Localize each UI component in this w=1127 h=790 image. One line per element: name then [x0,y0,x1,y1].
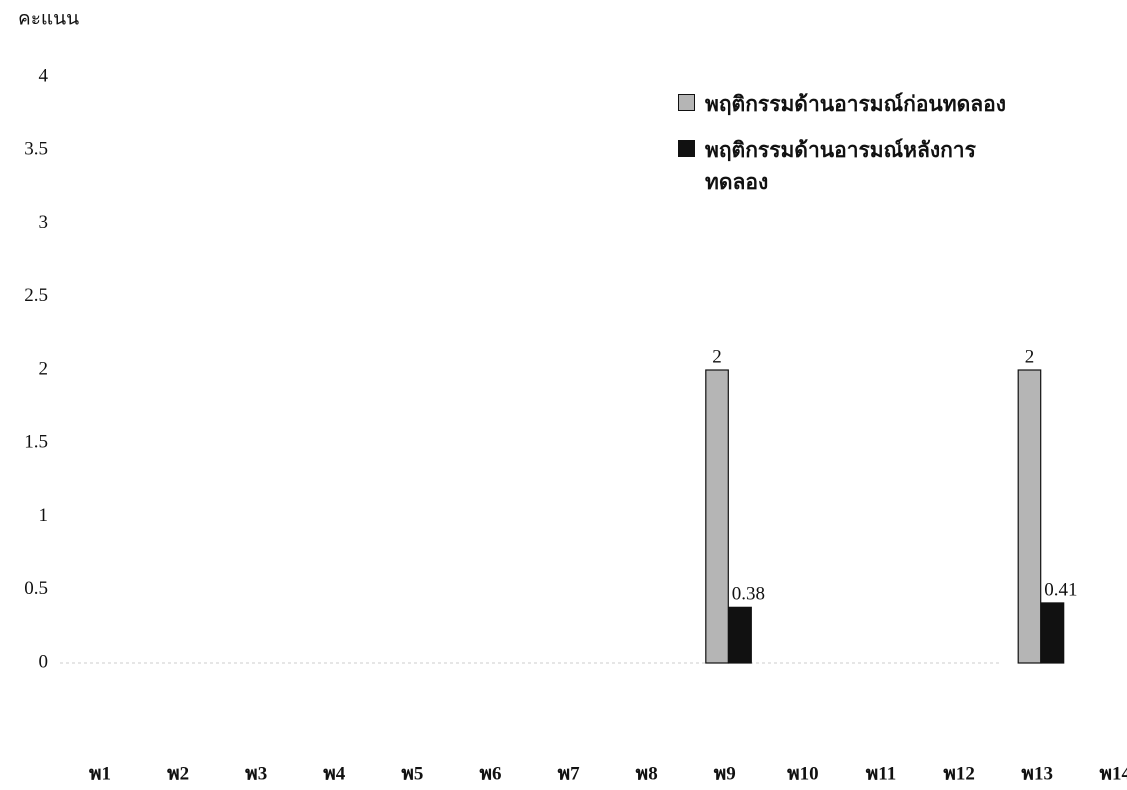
y-tick-label: 2.5 [24,285,48,306]
bar [728,606,752,664]
x-tick-label: พ13 [1021,763,1053,784]
legend-label: พฤติกรรมด้านอารมณ์ก่อนทดลอง [705,92,1007,116]
legend-item: พฤติกรรมด้านอารมณ์ก่อนทดลอง [678,88,1078,120]
legend-item: พฤติกรรมด้านอารมณ์หลังการทดลอง [678,134,1078,198]
x-tick-label: พ1 [89,763,111,784]
x-tick-label: พ9 [714,763,736,784]
y-tick-label: 1.5 [24,432,48,453]
x-tick-label: พ5 [401,763,423,784]
y-tick-label: 3 [39,212,49,233]
y-tick-label: 0.5 [24,578,48,599]
y-tick-label: 2 [39,358,49,379]
x-tick-label: พ7 [558,763,581,784]
bar [1040,602,1065,664]
x-tick-label: พ4 [323,763,346,784]
legend-swatch [678,140,695,157]
data-label: 2 [1025,346,1035,367]
y-tick-label: 0 [39,651,49,672]
x-tick-label: พ10 [787,763,819,784]
x-tick-label: พ12 [943,763,975,784]
legend: พฤติกรรมด้านอารมณ์ก่อนทดลองพฤติกรรมด้านอ… [678,88,1078,212]
data-label: 2 [712,346,722,367]
x-tick-label: พ8 [636,763,658,784]
y-tick-label: 1 [39,505,49,526]
legend-label: พฤติกรรมด้านอารมณ์หลังการทดลอง [705,138,976,194]
y-tick-label: 3.5 [24,139,48,160]
data-label: 0.38 [732,584,765,605]
x-tick-label: พ3 [245,763,267,784]
x-tick-label: พ6 [479,763,501,784]
x-tick-label: พ11 [866,763,896,784]
x-tick-label: พ14 [1100,763,1127,784]
y-axis-title: คะแนน [18,8,79,29]
data-label: 0.41 [1044,579,1077,600]
x-tick-label: พ2 [167,763,189,784]
legend-swatch [678,94,695,111]
bar [705,369,729,664]
bar [1017,369,1042,664]
y-tick-label: 4 [39,65,49,86]
